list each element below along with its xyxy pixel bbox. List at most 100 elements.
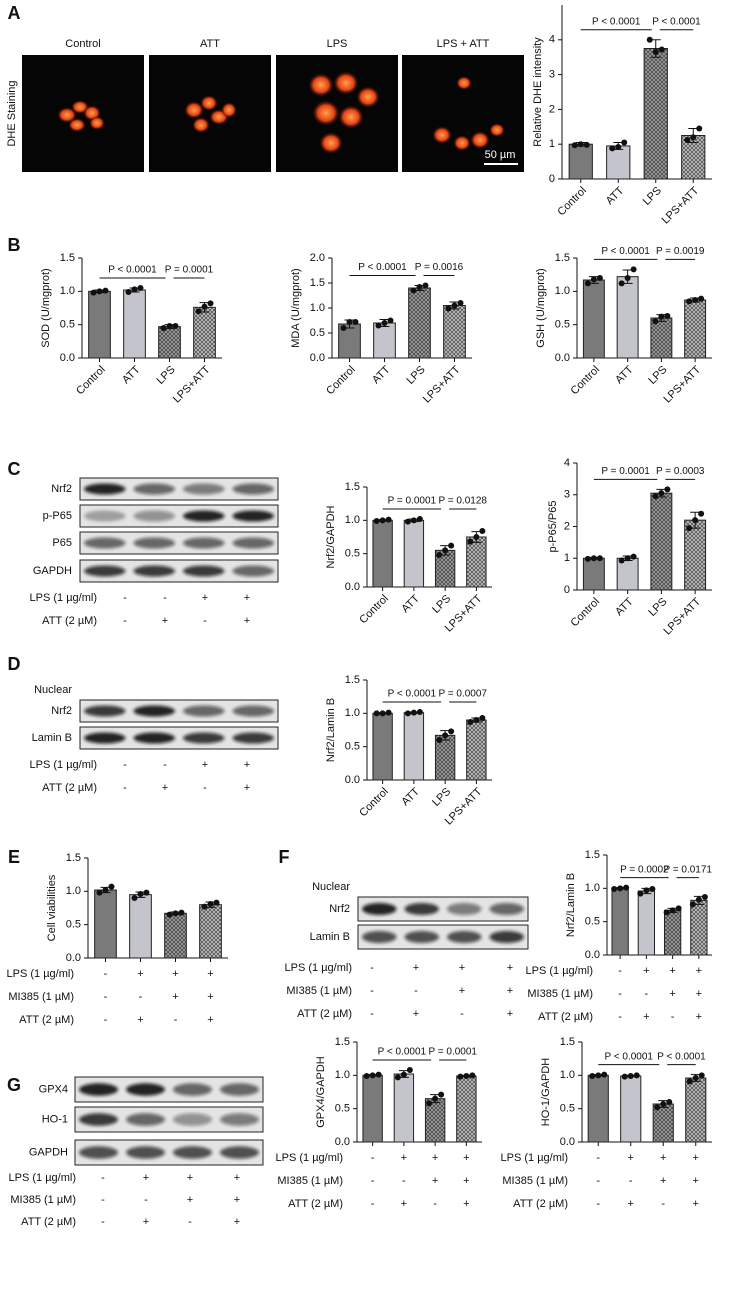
blot-band	[126, 1083, 165, 1096]
scale-bar-label: 50 µm	[485, 149, 516, 161]
condition-sign: -	[203, 782, 207, 794]
data-point	[90, 289, 97, 296]
y-axis-label: SOD (U/mgprot)	[40, 268, 52, 347]
condition-sign: -	[139, 991, 143, 1003]
bar	[88, 290, 111, 359]
data-point	[696, 125, 703, 132]
data-point	[595, 1072, 602, 1079]
blot-band	[173, 1083, 212, 1096]
condition-label: ATT (2 µM)	[513, 1198, 568, 1210]
data-point	[577, 141, 584, 148]
data-point	[438, 1091, 445, 1098]
condition-sign: +	[432, 1175, 438, 1187]
data-point	[375, 322, 382, 329]
condition-sign: -	[104, 1014, 108, 1026]
y-tick-label: 1.0	[335, 1069, 350, 1081]
blot-band	[489, 903, 524, 915]
condition-label: MI385 (1 µM)	[502, 1175, 568, 1187]
blot-header: Nuclear	[312, 881, 350, 893]
blot-band	[133, 732, 175, 744]
cell	[192, 117, 210, 133]
blot-band	[232, 510, 274, 522]
condition-sign: +	[643, 965, 649, 977]
data-point	[658, 490, 665, 497]
condition-sign: +	[401, 1152, 407, 1164]
condition-sign: -	[371, 1152, 375, 1164]
condition-sign: -	[163, 759, 167, 771]
data-point	[102, 887, 109, 893]
y-tick-label: 0.0	[345, 581, 360, 593]
blot-label: Lamin B	[32, 732, 72, 744]
condition-sign: +	[202, 592, 208, 604]
data-point	[615, 143, 622, 150]
blot-band	[133, 537, 175, 549]
data-point	[690, 134, 697, 141]
significance-label: P < 0.0001	[652, 16, 701, 27]
bar	[408, 287, 431, 359]
data-point	[442, 732, 449, 739]
data-point	[207, 300, 214, 307]
condition-sign: +	[628, 1152, 634, 1164]
condition-sign: +	[244, 782, 250, 794]
significance-label: P = 0.0001	[601, 466, 650, 477]
condition-label: MI385 (1 µM)	[527, 988, 593, 1000]
data-point	[166, 911, 173, 918]
data-point	[617, 885, 624, 892]
significance-label: P < 0.0001	[358, 262, 407, 273]
bar	[663, 909, 682, 956]
bar	[466, 719, 487, 781]
condition-label: MI385 (1 µM)	[277, 1175, 343, 1187]
significance-label: P < 0.0001	[378, 1047, 427, 1058]
bar	[684, 299, 707, 359]
data-point	[385, 709, 392, 716]
significance-label: P = 0.0001	[429, 1047, 478, 1058]
blot-band	[84, 565, 126, 577]
y-axis-label: MDA (U/mgprot)	[290, 268, 302, 347]
blot-band	[173, 1113, 212, 1126]
data-point	[686, 1078, 693, 1085]
y-tick-label: 0	[564, 584, 570, 596]
blot-band	[362, 903, 397, 915]
y-tick-label: 1.5	[585, 849, 600, 861]
data-point	[102, 287, 109, 294]
y-tick-label: 1.0	[555, 285, 570, 297]
y-tick-label: 1.0	[345, 514, 360, 526]
condition-sign: +	[669, 988, 675, 1000]
y-tick-label: 1.0	[66, 885, 81, 897]
cell	[356, 86, 380, 108]
data-point	[381, 320, 388, 326]
condition-sign: +	[137, 968, 143, 980]
y-tick-label: 0	[549, 173, 555, 185]
bar	[193, 306, 216, 359]
bar	[403, 519, 425, 588]
condition-sign: +	[413, 1008, 419, 1020]
panel-letter: A	[8, 3, 21, 23]
blot-band	[183, 705, 225, 717]
data-point	[701, 894, 708, 900]
data-point	[436, 737, 443, 743]
cell	[432, 126, 452, 144]
blot-band	[447, 931, 482, 943]
condition-sign: -	[433, 1198, 437, 1210]
blot-label: Nrf2	[329, 903, 350, 915]
condition-sign: -	[203, 615, 207, 627]
blot-header: Nuclear	[34, 684, 72, 696]
image-label: ATT	[200, 38, 220, 50]
data-point	[590, 555, 597, 562]
data-point	[643, 887, 650, 894]
blot-band	[84, 483, 126, 495]
significance-label: P = 0.0128	[439, 496, 488, 507]
condition-sign: -	[618, 965, 622, 977]
image-ylabel: DHE Staining	[6, 80, 18, 146]
data-point	[698, 1072, 705, 1079]
condition-sign: -	[144, 1194, 148, 1206]
data-point	[571, 142, 578, 149]
panel-letter: C	[8, 459, 21, 479]
condition-sign: +	[207, 968, 213, 980]
data-point	[131, 286, 138, 293]
y-tick-label: 1.5	[345, 674, 360, 686]
data-point	[692, 297, 699, 303]
cell	[89, 116, 105, 130]
cell	[489, 123, 505, 137]
condition-label: LPS (1 µg/ml)	[526, 965, 593, 977]
